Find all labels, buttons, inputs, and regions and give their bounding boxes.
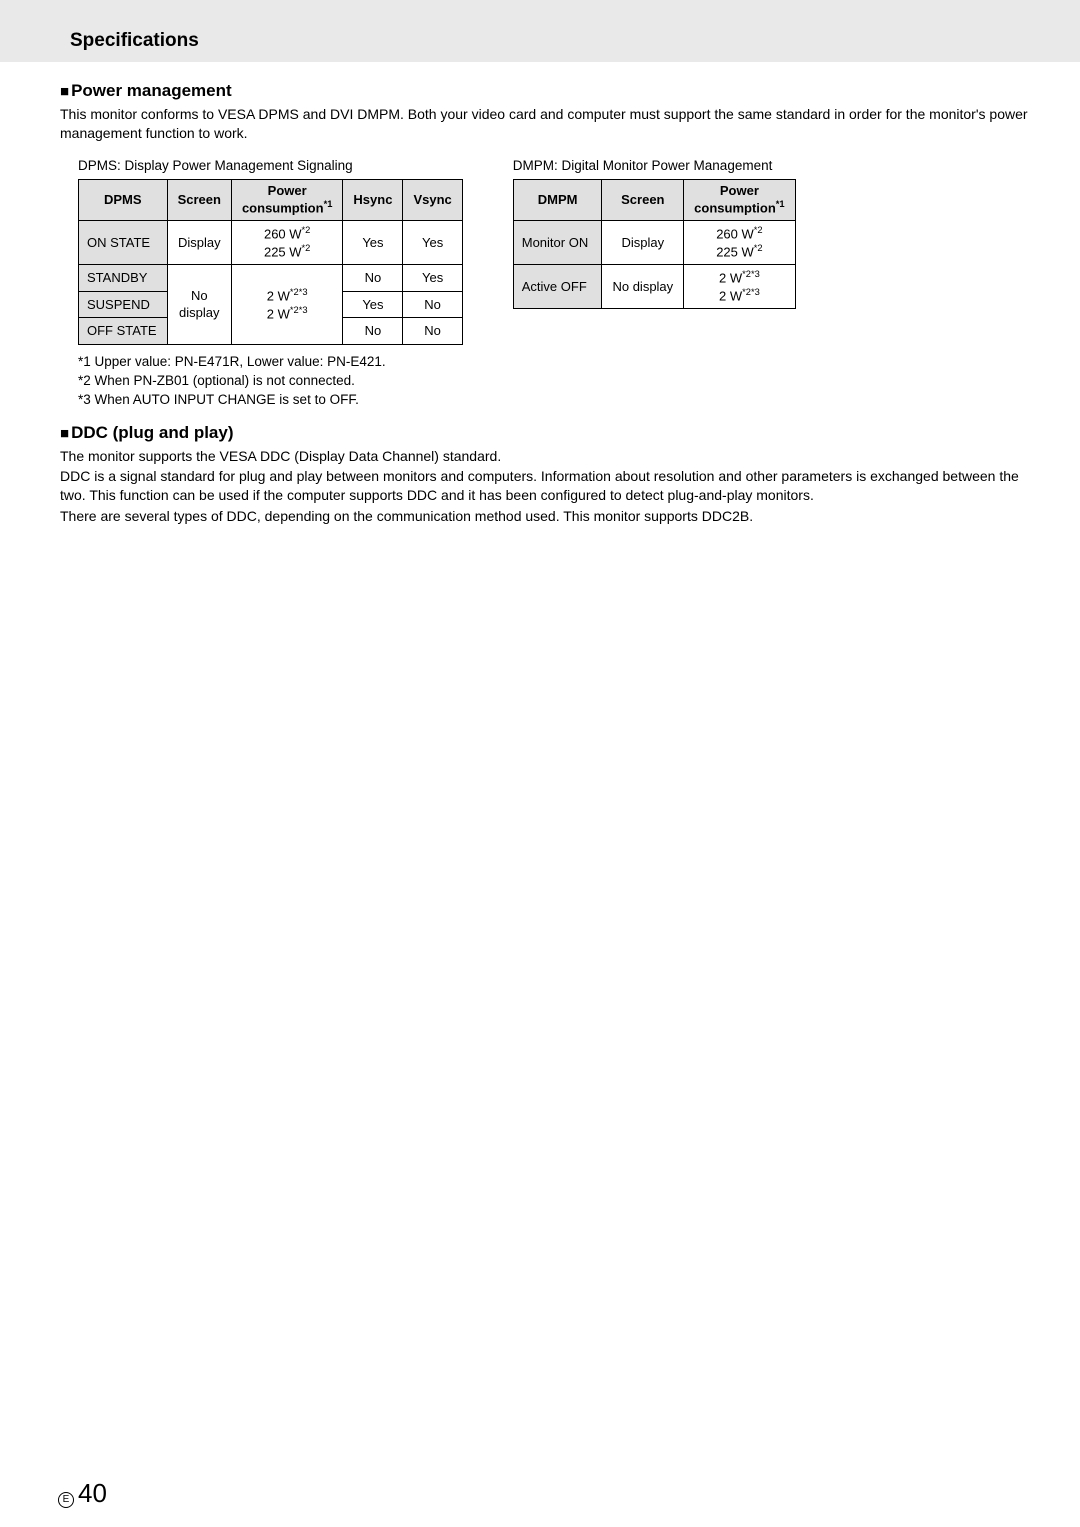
dmpm-table: DMPM Screen Power consumption*1 Monitor … xyxy=(513,179,796,310)
table-row: Active OFF No display 2 W*2*3 2 W*2*3 xyxy=(513,265,795,309)
page: Specifications Power management This mon… xyxy=(0,0,1080,1527)
cell-screen: Display xyxy=(602,221,684,265)
col-power-sub: consumption xyxy=(242,200,324,215)
header-band: Specifications xyxy=(0,0,1080,62)
page-number-value: 40 xyxy=(78,1478,107,1509)
power-val: 2 W xyxy=(719,288,742,303)
col-power-sub: consumption xyxy=(694,200,776,215)
cell-hsync: No xyxy=(343,265,403,292)
content-area: Power management This monitor conforms t… xyxy=(0,80,1080,526)
power-val: 2 W xyxy=(267,288,290,303)
cell-power: 2 W*2*3 2 W*2*3 xyxy=(684,265,795,309)
power-val: 260 W xyxy=(716,226,754,241)
power-sup: *2 xyxy=(302,225,311,235)
ddc-p2: DDC is a signal standard for plug and pl… xyxy=(60,467,1040,505)
screen-line: display xyxy=(179,305,219,320)
section-title-ddc: DDC (plug and play) xyxy=(60,422,1040,445)
power-sup: *2*3 xyxy=(742,269,760,279)
ddc-p1: The monitor supports the VESA DDC (Displ… xyxy=(60,447,1040,466)
col-power: Power consumption*1 xyxy=(684,179,795,220)
cell-hsync: No xyxy=(343,318,403,345)
dmpm-block: DMPM: Digital Monitor Power Management D… xyxy=(513,157,796,310)
ddc-p3: There are several types of DDC, dependin… xyxy=(60,507,1040,526)
power-val: 2 W xyxy=(719,271,742,286)
cell-state: Active OFF xyxy=(513,265,602,309)
power-sup: *2*3 xyxy=(290,287,308,297)
cell-hsync: Yes xyxy=(343,291,403,318)
power-sup: *2 xyxy=(754,243,763,253)
dpms-caption: DPMS: Display Power Management Signaling xyxy=(78,157,463,175)
power-sup: *2 xyxy=(302,243,311,253)
table-row: ON STATE Display 260 W*2 225 W*2 Yes Yes xyxy=(79,221,463,265)
table-row: Monitor ON Display 260 W*2 225 W*2 xyxy=(513,221,795,265)
col-power-sup: *1 xyxy=(324,199,333,209)
col-vsync: Vsync xyxy=(403,179,462,220)
col-screen: Screen xyxy=(602,179,684,220)
cell-vsync: No xyxy=(403,291,462,318)
cell-screen: Display xyxy=(167,221,231,265)
power-sup: *2*3 xyxy=(742,287,760,297)
page-number-letter: E xyxy=(58,1492,74,1508)
power-val: 2 W xyxy=(267,306,290,321)
power-val: 225 W xyxy=(716,244,754,259)
col-power-main: Power xyxy=(720,183,759,198)
screen-line: No xyxy=(191,288,208,303)
col-hsync: Hsync xyxy=(343,179,403,220)
footnote: *1 Upper value: PN-E471R, Lower value: P… xyxy=(78,353,1040,372)
power-sup: *2 xyxy=(754,225,763,235)
cell-hsync: Yes xyxy=(343,221,403,265)
dpms-table: DPMS Screen Power consumption*1 Hsync Vs… xyxy=(78,179,463,345)
cell-state: STANDBY xyxy=(79,265,168,292)
power-val: 225 W xyxy=(264,244,302,259)
cell-screen: No display xyxy=(602,265,684,309)
cell-state: ON STATE xyxy=(79,221,168,265)
section-title-power: Power management xyxy=(60,80,1040,103)
col-power-main: Power xyxy=(268,183,307,198)
cell-power: 260 W*2 225 W*2 xyxy=(684,221,795,265)
cell-state: Monitor ON xyxy=(513,221,602,265)
page-number: E 40 xyxy=(58,1478,107,1509)
col-screen: Screen xyxy=(167,179,231,220)
cell-vsync: Yes xyxy=(403,265,462,292)
col-power: Power consumption*1 xyxy=(231,179,342,220)
col-power-sup: *1 xyxy=(776,199,785,209)
table-header-row: DPMS Screen Power consumption*1 Hsync Vs… xyxy=(79,179,463,220)
tables-row: DPMS: Display Power Management Signaling… xyxy=(60,157,1040,345)
col-dpms: DPMS xyxy=(79,179,168,220)
cell-power: 2 W*2*3 2 W*2*3 xyxy=(231,265,342,345)
power-val: 260 W xyxy=(264,226,302,241)
cell-power: 260 W*2 225 W*2 xyxy=(231,221,342,265)
cell-screen: No display xyxy=(167,265,231,345)
cell-state: SUSPEND xyxy=(79,291,168,318)
dmpm-caption: DMPM: Digital Monitor Power Management xyxy=(513,157,796,175)
power-sup: *2*3 xyxy=(290,305,308,315)
table-row: STANDBY No display 2 W*2*3 2 W*2*3 No Ye… xyxy=(79,265,463,292)
cell-state: OFF STATE xyxy=(79,318,168,345)
col-dmpm: DMPM xyxy=(513,179,602,220)
footnote: *3 When AUTO INPUT CHANGE is set to OFF. xyxy=(78,391,1040,410)
cell-vsync: No xyxy=(403,318,462,345)
footnote: *2 When PN-ZB01 (optional) is not connec… xyxy=(78,372,1040,391)
table-header-row: DMPM Screen Power consumption*1 xyxy=(513,179,795,220)
power-intro: This monitor conforms to VESA DPMS and D… xyxy=(60,105,1040,143)
cell-vsync: Yes xyxy=(403,221,462,265)
footnotes: *1 Upper value: PN-E471R, Lower value: P… xyxy=(78,353,1040,410)
dpms-block: DPMS: Display Power Management Signaling… xyxy=(60,157,463,345)
page-title: Specifications xyxy=(70,30,1040,52)
